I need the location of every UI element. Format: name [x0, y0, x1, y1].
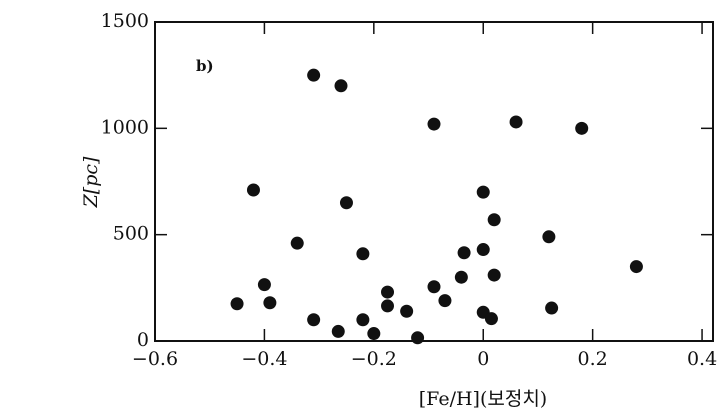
x-tick-label: 0.4	[687, 348, 717, 370]
data-point	[438, 294, 452, 308]
y-tick-label: 1000	[101, 116, 149, 138]
data-point	[509, 115, 523, 129]
data-point	[411, 331, 425, 345]
plot-frame	[154, 21, 714, 342]
x-axis-label: [Fe/H](보정치)	[419, 388, 547, 410]
data-point	[487, 213, 501, 227]
data-point	[339, 196, 353, 210]
x-tick-label: −0.2	[351, 348, 397, 370]
data-point	[356, 313, 370, 327]
data-point	[334, 79, 348, 93]
data-point	[263, 296, 277, 310]
data-point	[246, 183, 260, 197]
y-tick-label: 0	[137, 329, 149, 351]
data-point	[230, 297, 244, 311]
data-point	[545, 301, 559, 315]
data-point	[331, 324, 345, 338]
data-point	[381, 299, 394, 313]
x-tick-label: −0.6	[132, 348, 178, 370]
y-tick-label: 500	[113, 223, 149, 245]
data-point	[381, 285, 394, 299]
data-point	[367, 327, 381, 341]
data-point	[484, 312, 498, 326]
data-point	[476, 243, 490, 257]
data-point	[575, 121, 589, 135]
data-point	[257, 278, 271, 292]
y-tick-label: 1500	[101, 10, 149, 32]
data-point	[542, 230, 556, 244]
data-point	[457, 246, 471, 260]
data-point	[487, 268, 501, 282]
data-point	[476, 185, 490, 199]
data-point	[629, 260, 643, 274]
data-point	[307, 68, 321, 82]
x-tick-label: 0	[477, 348, 489, 370]
data-point	[454, 270, 468, 284]
data-point	[356, 247, 370, 261]
y-axis-label: Z[pc]	[80, 156, 102, 208]
x-tick-label: −0.4	[241, 348, 287, 370]
annotation: b)	[196, 57, 214, 75]
x-tick-label: 0.2	[578, 348, 608, 370]
data-point	[427, 280, 441, 294]
data-point	[427, 117, 441, 131]
data-point	[307, 313, 321, 327]
data-point	[400, 304, 414, 318]
data-point	[290, 236, 304, 250]
